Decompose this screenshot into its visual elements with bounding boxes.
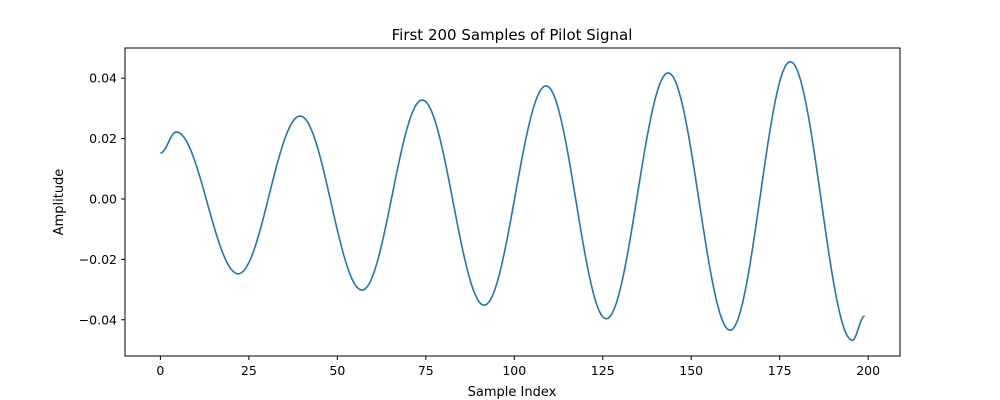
plot-frame — [124, 47, 901, 357]
y-tick-label: 0.00 — [89, 191, 117, 206]
x-tick-label: 0 — [156, 363, 164, 378]
y-tick-label: 0.02 — [89, 131, 117, 146]
x-axis: 0 25 50 75 100 125 150 175 200 — [156, 356, 880, 378]
series-line — [160, 60, 865, 342]
x-tick-label: 50 — [329, 363, 345, 378]
x-tick-label: 200 — [856, 363, 880, 378]
x-tick-label: 150 — [679, 363, 703, 378]
x-axis-label: Sample Index — [468, 385, 557, 400]
y-axis-label: Amplitude — [52, 169, 67, 236]
x-tick-label: 175 — [768, 363, 792, 378]
x-tick-label: 25 — [241, 363, 257, 378]
y-axis: −0.04 −0.02 0.00 0.02 0.04 — [79, 71, 125, 327]
y-tick-label: −0.02 — [79, 252, 117, 267]
y-tick-label: 0.04 — [89, 71, 117, 86]
plot-area — [160, 60, 865, 342]
x-tick-label: 100 — [502, 363, 526, 378]
x-tick-label: 125 — [591, 363, 615, 378]
y-tick-label: −0.04 — [79, 312, 117, 327]
chart-title: First 200 Samples of Pilot Signal — [392, 26, 633, 44]
x-tick-label: 75 — [418, 363, 434, 378]
